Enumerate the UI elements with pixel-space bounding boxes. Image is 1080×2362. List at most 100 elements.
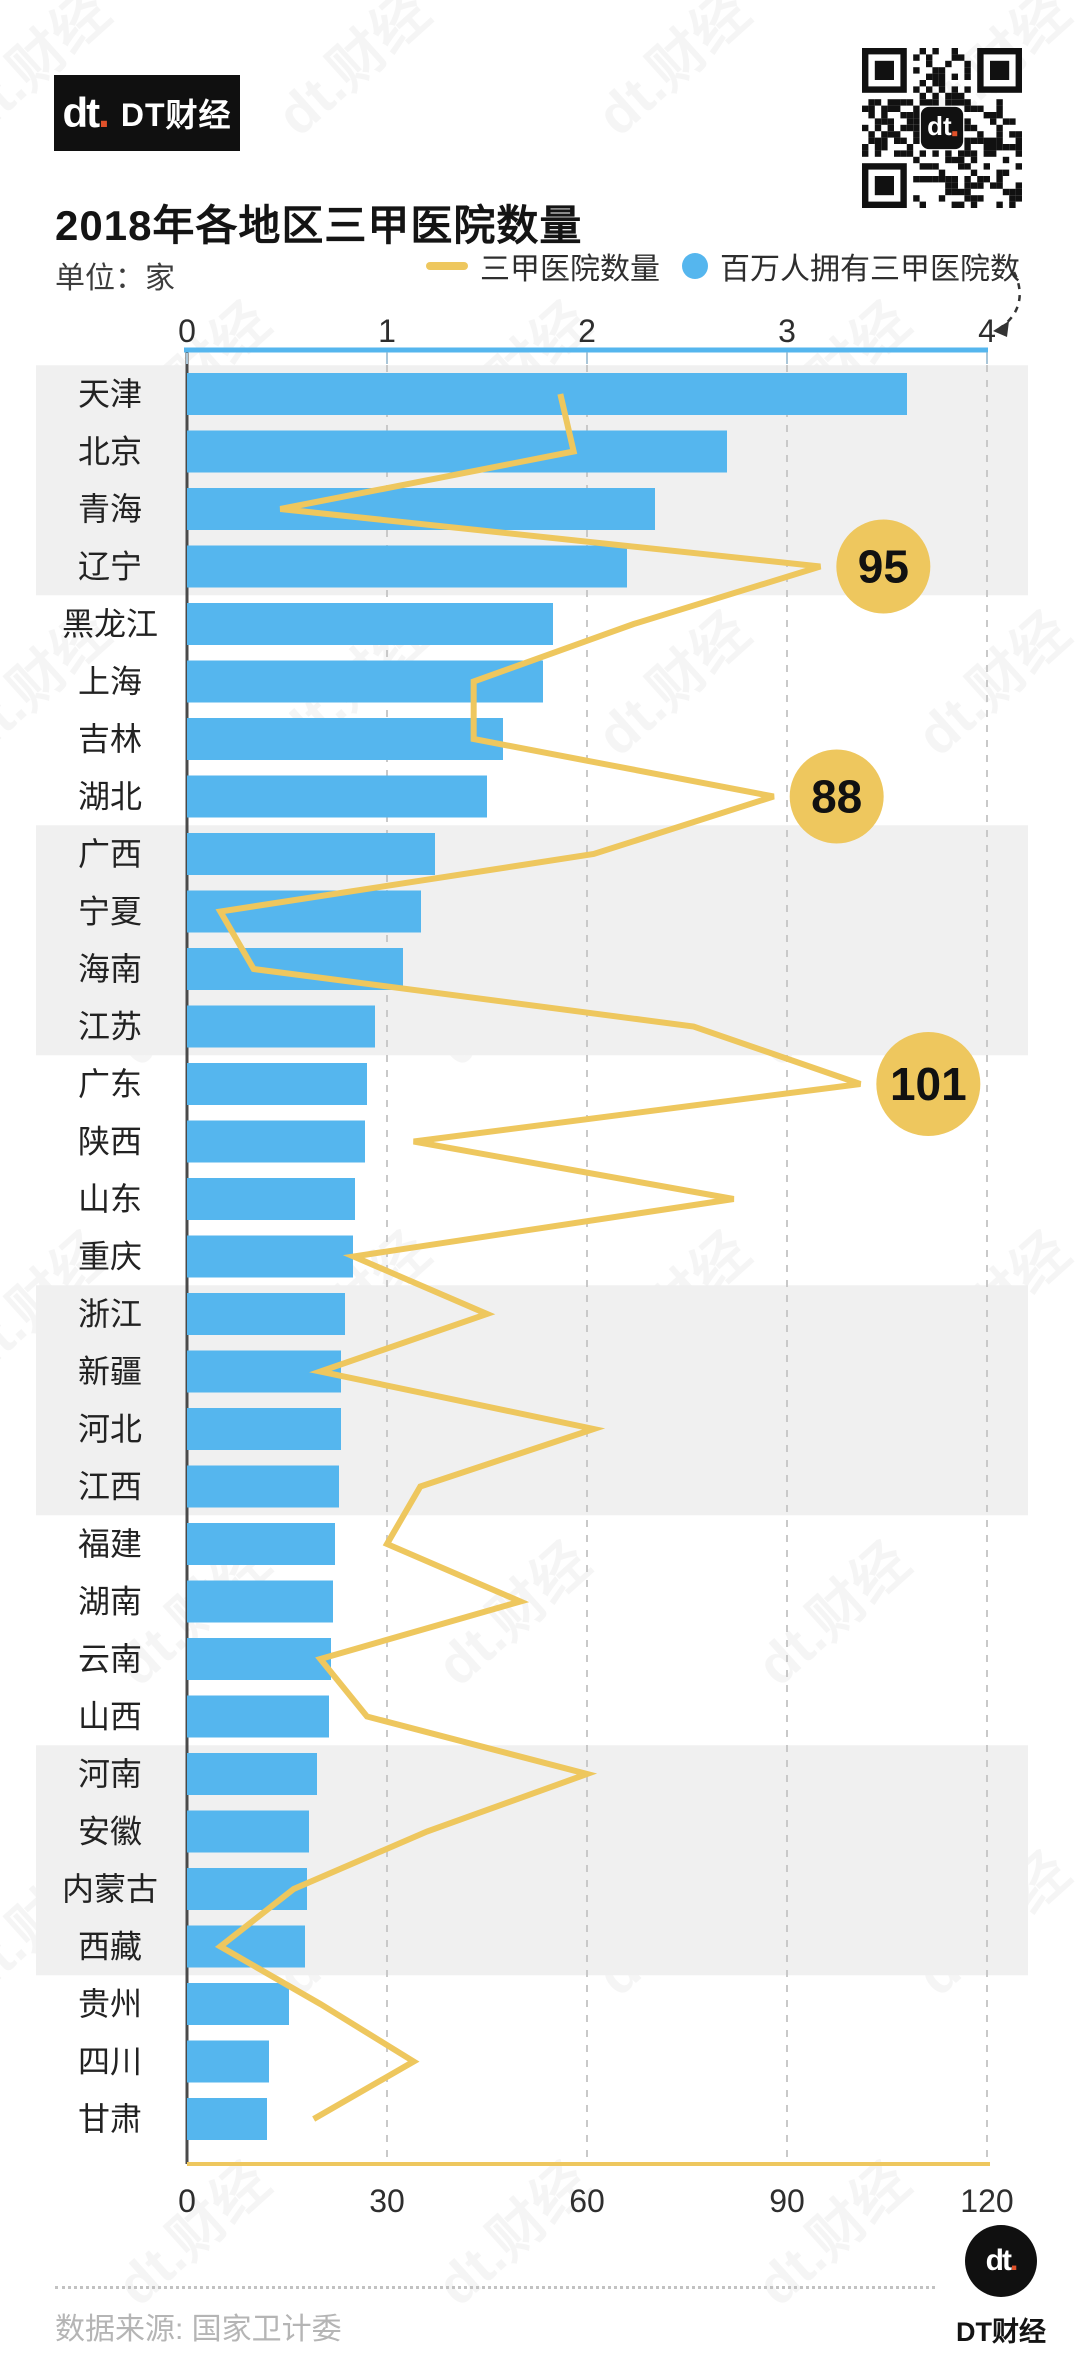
qr-module: [970, 195, 978, 202]
dt-logo-mark-footer: dt.: [985, 2244, 1019, 2277]
bar-北京: [187, 430, 727, 473]
qr-module: [1015, 137, 1022, 144]
qr-module: [894, 99, 901, 106]
pointer-arrow-head: [993, 321, 1009, 337]
qr-module: [964, 118, 971, 125]
bar-陕西: [187, 1120, 365, 1163]
legend-pointer-arrow: [993, 271, 1021, 337]
bar-江西: [187, 1465, 339, 1508]
row-label-浙江: 浙江: [78, 1296, 142, 1332]
qr-module: [887, 131, 894, 138]
callout-circle-广东: [876, 1032, 981, 1136]
qr-center-logo-dot: [952, 131, 958, 137]
qr-module: [913, 118, 920, 125]
unit-label: 单位：家: [55, 262, 175, 295]
row-label-山西: 山西: [78, 1699, 142, 1735]
qr-module: [926, 86, 933, 93]
qr-module: [913, 137, 920, 144]
callout-circle-湖北: [789, 749, 884, 844]
bar-四川: [187, 2040, 269, 2083]
bar-湖北: [187, 775, 487, 818]
bar-河南: [187, 1753, 317, 1795]
qr-module: [874, 118, 882, 125]
qr-module: [1015, 150, 1022, 157]
qr-module: [868, 105, 875, 112]
qr-module: [983, 144, 990, 151]
qr-module: [996, 124, 1003, 132]
qr-module: [900, 112, 907, 119]
qr-module: [894, 137, 901, 144]
qr-module: [958, 54, 965, 61]
bar-山西: [187, 1695, 329, 1738]
qr-module: [977, 137, 984, 144]
qr-module: [945, 150, 952, 157]
qr-module: [868, 131, 875, 138]
footer-brand-name: DT财经: [956, 2317, 1046, 2347]
row-label-贵州: 贵州: [78, 1986, 142, 2022]
qr-module: [951, 182, 958, 189]
qr-module: [913, 54, 920, 61]
qr-module: [919, 92, 926, 100]
dt-logo-footer: dt.: [965, 2225, 1037, 2297]
qr-module: [881, 144, 888, 151]
qr-module: [1002, 144, 1010, 151]
qr-module: [951, 54, 958, 61]
qr-module: [938, 176, 946, 183]
row-label-内蒙古: 内蒙古: [62, 1871, 158, 1907]
qr-module: [913, 105, 920, 112]
callout-value-辽宁: 95: [858, 541, 909, 593]
callout-value-湖北: 88: [811, 771, 862, 823]
qr-module: [1002, 118, 1010, 125]
bar-湖南: [187, 1580, 333, 1623]
qr-module: [958, 99, 965, 106]
row-label-西藏: 西藏: [78, 1929, 142, 1965]
qr-module: [913, 195, 920, 202]
row-label-广西: 广西: [78, 836, 142, 872]
qr-module: [964, 99, 971, 106]
row-label-河南: 河南: [78, 1756, 142, 1792]
qr-module: [862, 105, 869, 112]
qr-module: [964, 188, 971, 196]
qr-module: [951, 201, 958, 208]
qr-module: [906, 112, 914, 119]
brand-name: DT财经: [120, 97, 232, 133]
row-label-湖南: 湖南: [78, 1584, 142, 1620]
bottom-axis-tick-label: 30: [369, 2183, 405, 2219]
bottom-axis-tick-label: 120: [960, 2183, 1013, 2219]
qr-center-logo-text: dt: [927, 111, 952, 141]
bar-贵州: [187, 1983, 289, 2025]
qr-finder: [874, 60, 894, 80]
qr-module: [945, 60, 952, 68]
qr-module: [996, 169, 1003, 176]
qr-module: [996, 182, 1003, 189]
bar-江苏: [187, 1005, 375, 1048]
bar-上海: [187, 660, 543, 703]
row-label-天津: 天津: [78, 376, 142, 412]
qr-module: [874, 150, 882, 157]
qr-module: [919, 163, 926, 170]
qr-module: [932, 80, 939, 87]
legend-label-hospital-count: 三甲医院数量: [480, 253, 660, 286]
qr-module: [906, 144, 914, 151]
qr-module: [894, 105, 901, 112]
qr-module: [964, 105, 971, 112]
bar-重庆: [187, 1235, 353, 1278]
qr-module: [913, 176, 920, 183]
qr-module: [887, 124, 894, 132]
qr-module: [970, 156, 978, 164]
qr-module: [977, 105, 984, 112]
row-label-江苏: 江苏: [78, 1009, 142, 1045]
qr-module: [913, 156, 920, 164]
qr-module: [964, 144, 971, 151]
qr-module: [1015, 163, 1022, 170]
qr-module: [938, 67, 946, 74]
qr-module: [964, 73, 971, 80]
qr-module: [983, 163, 990, 170]
legend-label-per-million: 百万人拥有三甲医院数: [720, 253, 1020, 286]
row-label-福建: 福建: [78, 1526, 142, 1562]
row-band: [36, 1745, 1028, 1976]
row-label-湖北: 湖北: [78, 779, 142, 815]
qr-module: [919, 48, 926, 55]
qr-module: [919, 99, 926, 106]
